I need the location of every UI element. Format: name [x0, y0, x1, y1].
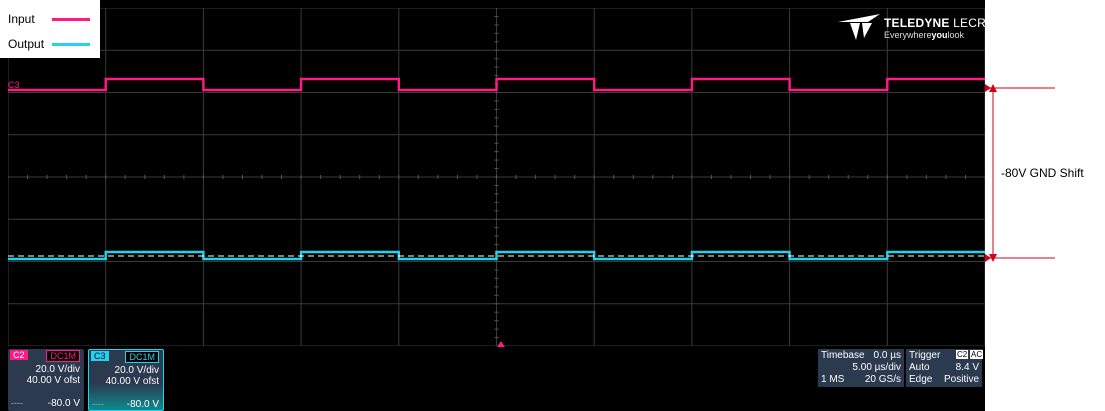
logo-mark-icon: [838, 14, 880, 40]
waveform-grid: [8, 8, 985, 346]
trigger-box[interactable]: Trigger C2 AC Auto 8.4 V Edge Positive: [906, 349, 984, 387]
input-waveform: [8, 77, 985, 92]
channel-c3-header: C3 DC1M: [89, 350, 163, 363]
channel-c2-vdiv: 20.0 V/div: [35, 364, 80, 375]
channel-c3-coupling: DC1M: [125, 351, 159, 363]
channel-box-c3[interactable]: C3 DC1M 20.0 V/div 40.00 V ofst ---- -80…: [88, 349, 164, 411]
channel-c2-header: C2 DC1M: [8, 349, 84, 362]
oscilloscope-screen: Input Output TELEDYNE LECROY Everywherey…: [0, 0, 985, 411]
output-waveform: [8, 250, 985, 261]
channel-box-c2[interactable]: C2 DC1M 20.0 V/div 40.00 V ofst ---- -80…: [8, 349, 84, 411]
gnd-shift-label: -80V GND Shift: [1001, 166, 1084, 180]
legend: Input Output: [0, 0, 100, 58]
legend-input-label: Input: [8, 12, 35, 26]
trigger-source: C2: [956, 350, 969, 359]
channel-c3-vdiv: 20.0 V/div: [114, 365, 159, 376]
trigger-coupling: AC: [970, 350, 984, 359]
trigger-level: 8.4 V: [955, 362, 979, 373]
teledyne-lecroy-logo: TELEDYNE LECROY Everywhereyoulook: [838, 14, 1004, 44]
channel-c2-tag: C2: [10, 350, 28, 360]
timebase-label: Timebase: [821, 350, 865, 361]
timebase-per-div: 5.00 µs/div: [852, 362, 901, 373]
legend-input-swatch: [52, 17, 90, 21]
trigger-slope: Positive: [943, 374, 979, 385]
timebase-box[interactable]: Timebase 0.0 µs 5.00 µs/div 1 MS 20 GS/s: [818, 349, 904, 387]
channel-c2-coupling: DC1M: [46, 350, 80, 362]
timebase-points: 1 MS: [821, 374, 845, 385]
channel-c2-offset: 40.00 V ofst: [26, 375, 80, 386]
channel-offset-marker[interactable]: C3: [8, 80, 20, 90]
channel-c3-tag: C3: [91, 351, 109, 361]
timebase-rate: 20 GS/s: [864, 374, 901, 385]
trigger-type: Edge: [909, 374, 933, 385]
channel-c3-dash: ----: [92, 399, 104, 409]
legend-output-swatch: [52, 42, 90, 46]
trigger-position-marker[interactable]: [497, 341, 505, 347]
trigger-label: Trigger: [909, 350, 941, 361]
legend-output: Output: [8, 37, 90, 51]
gnd-shift-annotation: [985, 84, 1055, 262]
channel-c3-level: -80.0 V: [126, 399, 159, 410]
legend-output-label: Output: [8, 37, 45, 51]
channel-c2-level: -80.0 V: [47, 398, 80, 409]
channel-c2-dash: ----: [11, 398, 23, 408]
legend-input: Input: [8, 12, 90, 26]
graticule: [8, 8, 985, 346]
channel-c3-offset: 40.00 V ofst: [105, 376, 159, 387]
timebase-delay: 0.0 µs: [873, 350, 901, 361]
trigger-mode: Auto: [909, 362, 930, 373]
logo-tagline: Everywhereyoulook: [884, 30, 965, 40]
logo-brand: TELEDYNE LECROY: [884, 16, 1004, 30]
